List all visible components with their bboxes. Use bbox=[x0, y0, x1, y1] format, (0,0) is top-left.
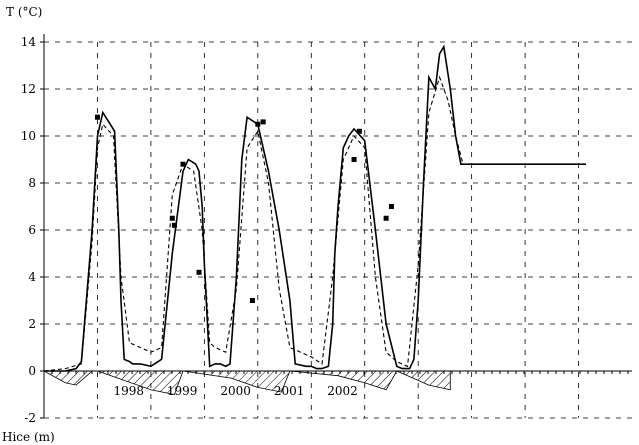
year-label: 2002 bbox=[327, 384, 358, 398]
data-marker bbox=[356, 128, 362, 134]
year-label: 2000 bbox=[220, 384, 251, 398]
year-label: 2001 bbox=[274, 384, 305, 398]
y-tick-label: 4 bbox=[28, 270, 36, 284]
data-marker bbox=[383, 215, 389, 221]
y-tick-label: 14 bbox=[21, 35, 37, 49]
data-marker bbox=[196, 269, 202, 275]
y-tick-label: 6 bbox=[28, 223, 36, 237]
data-marker bbox=[249, 298, 255, 303]
grid-lines bbox=[44, 41, 632, 419]
data-series bbox=[43, 44, 586, 372]
y-tick-label: -2 bbox=[24, 411, 36, 425]
data-marker bbox=[94, 114, 100, 120]
modelled-temperature-line bbox=[43, 75, 464, 372]
year-label: 1998 bbox=[113, 384, 144, 398]
data-marker bbox=[169, 215, 175, 221]
axes bbox=[40, 34, 632, 419]
data-marker bbox=[171, 222, 177, 228]
data-marker bbox=[388, 204, 394, 209]
secondary-y-axis-title: Hice (m) bbox=[2, 430, 55, 444]
observed-temperature-line bbox=[44, 44, 586, 372]
y-axis-title: T (°C) bbox=[6, 5, 42, 19]
ice-thickness-segment bbox=[396, 370, 451, 391]
y-tick-label: 10 bbox=[21, 129, 36, 143]
data-marker bbox=[351, 157, 357, 162]
data-marker bbox=[255, 121, 261, 127]
tick-labels: -2 0 2 4 6 8 10 12 14 1998 1999 2000 2001 2002 bbox=[21, 35, 358, 425]
y-tick-label: 12 bbox=[21, 82, 36, 96]
y-tick-label: 2 bbox=[28, 317, 36, 331]
y-tick-label: 0 bbox=[28, 364, 36, 378]
data-marker bbox=[180, 161, 186, 167]
year-label: 1999 bbox=[167, 384, 198, 398]
data-marker bbox=[260, 119, 266, 125]
y-tick-label: 8 bbox=[28, 176, 36, 190]
